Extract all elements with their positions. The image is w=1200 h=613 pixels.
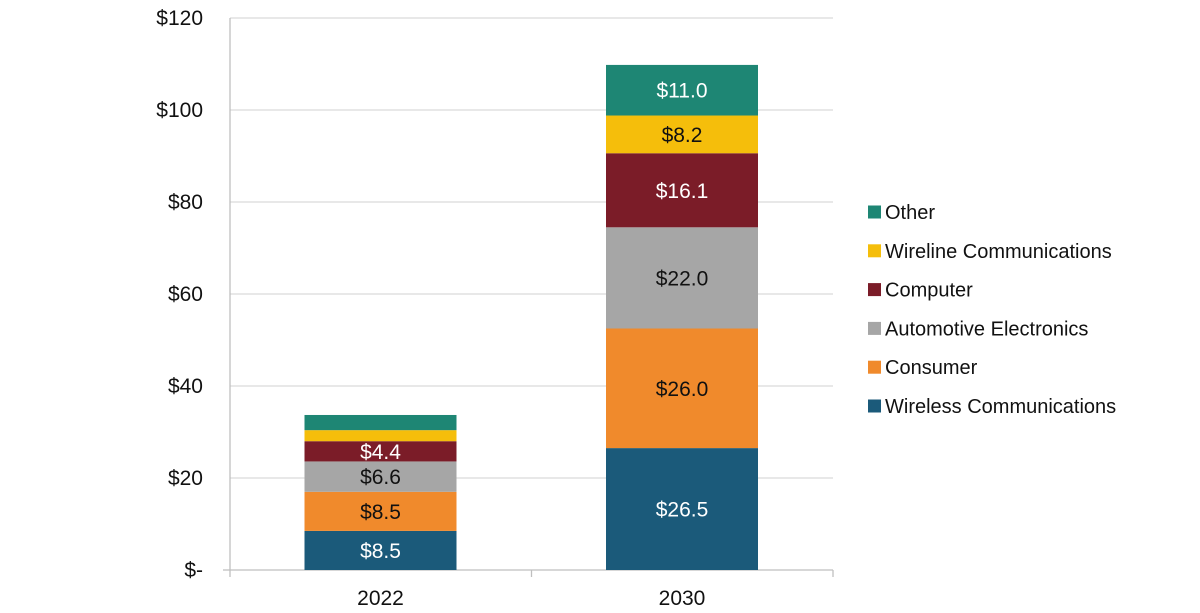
data-label: $8.2 — [662, 124, 703, 147]
legend-label: Wireless Communications — [885, 396, 1116, 418]
bar-segment — [304, 491, 457, 531]
legend-item: Computer — [868, 280, 973, 302]
legend: Other Wireline Communications Computer Auto… — [868, 202, 1116, 418]
y-tick-label: $120 — [156, 7, 203, 30]
bar-segment — [304, 530, 457, 570]
y-tick-label: $80 — [168, 191, 203, 214]
legend-swatch — [868, 205, 881, 219]
y-tick-label: $100 — [156, 99, 203, 122]
x-category-label: 2030 — [659, 587, 706, 610]
y-tick-label: $20 — [168, 467, 203, 490]
data-label: $8.5 — [360, 540, 401, 563]
bar-segment — [304, 441, 457, 462]
y-tick-label: $40 — [168, 375, 203, 398]
data-label: $16.1 — [656, 180, 709, 203]
y-tick-label: $60 — [168, 283, 203, 306]
legend-swatch — [868, 399, 881, 413]
legend-item: Consumer — [868, 357, 978, 379]
data-label: $26.5 — [656, 499, 709, 522]
bars — [304, 64, 758, 570]
legend-swatch — [868, 360, 881, 374]
legend-swatch — [868, 283, 881, 297]
legend-label: Automotive Electronics — [885, 318, 1088, 340]
data-label: $22.0 — [656, 267, 709, 290]
legend-label: Other — [885, 202, 935, 224]
bar-segment — [304, 430, 457, 442]
legend-item: Wireless Communications — [868, 396, 1116, 418]
bar-segment — [606, 64, 758, 116]
legend-swatch — [868, 244, 881, 258]
bar-segment — [606, 448, 758, 570]
bar-segment — [304, 461, 457, 492]
legend-label: Consumer — [885, 357, 978, 379]
bar-segment — [606, 115, 758, 154]
x-category-label: 2022 — [357, 587, 404, 610]
data-label: $11.0 — [657, 80, 708, 103]
bar-segment — [304, 414, 457, 431]
legend-item: Other — [868, 202, 935, 224]
legend-swatch — [868, 321, 881, 335]
legend-item: Automotive Electronics — [868, 318, 1088, 340]
axes: $- $20 $40 $60 $80 $100 $120 2022 2030 — [156, 7, 834, 610]
bar-segment — [606, 153, 758, 228]
data-label: $6.6 — [360, 466, 401, 489]
data-label: $26.0 — [656, 378, 709, 401]
data-label: $4.4 — [360, 441, 401, 464]
bar-segment — [606, 328, 758, 449]
bar-segment — [606, 227, 758, 329]
data-label: $8.5 — [360, 501, 401, 524]
legend-item: Wireline Communications — [868, 241, 1112, 263]
y-tick-label: $- — [184, 559, 203, 582]
data-labels: $8.5 $8.5 $6.6$4.4 $26.5 $26.0 $22.0 $16.1 $8.2… — [360, 80, 708, 563]
legend-label: Computer — [885, 280, 973, 302]
legend-label: Wireline Communications — [885, 241, 1112, 263]
